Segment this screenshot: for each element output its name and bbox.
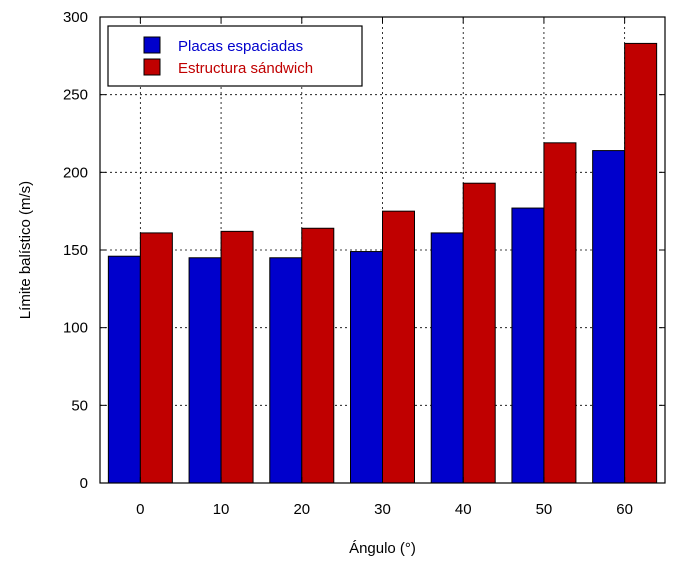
x-tick-label: 0 <box>136 501 144 518</box>
y-tick-label: 300 <box>63 9 88 26</box>
y-axis-title: Límite balístico (m/s) <box>17 181 34 319</box>
bar-sandwich <box>139 232 173 484</box>
bar-placas <box>592 150 626 484</box>
x-axis-title: Ángulo (°) <box>349 540 416 557</box>
y-tick-label: 50 <box>71 397 88 414</box>
bar-sandwich <box>301 227 335 484</box>
bar-sandwich <box>624 42 658 484</box>
x-tick-label: 30 <box>374 501 391 518</box>
legend: Placas espaciadas Estructura sándwich <box>107 25 363 87</box>
legend-box <box>107 25 363 87</box>
legend-swatch-sandwich <box>143 58 161 76</box>
bar-placas <box>188 257 222 484</box>
bar-placas <box>350 251 383 484</box>
legend-label-placas: Placas espaciadas <box>178 38 303 55</box>
y-tick-label: 150 <box>63 242 88 259</box>
bars-group <box>107 42 658 484</box>
bar-sandwich <box>220 230 254 484</box>
y-tick-label: 250 <box>63 87 88 104</box>
bar-placas <box>430 232 464 484</box>
x-tick-label: 40 <box>455 501 472 518</box>
bar-sandwich <box>543 142 577 484</box>
y-tick-label: 100 <box>63 320 88 337</box>
bar-placas <box>269 257 303 484</box>
bar-placas <box>107 255 141 484</box>
axis-ticks <box>100 16 665 484</box>
bar-sandwich <box>382 210 415 484</box>
y-tick-label: 200 <box>63 164 88 181</box>
x-tick-label: 60 <box>616 501 633 518</box>
x-tick-label: 50 <box>536 501 553 518</box>
x-tick-label: 10 <box>213 501 230 518</box>
bar-placas <box>511 207 545 484</box>
legend-swatch-placas <box>143 36 161 54</box>
x-tick-labels: 0 10 20 30 40 50 60 <box>136 501 633 518</box>
y-tick-labels: 0 50 100 150 200 250 300 <box>63 9 88 492</box>
x-tick-label: 20 <box>293 501 310 518</box>
y-tick-label: 0 <box>80 475 88 492</box>
bar-sandwich <box>462 182 496 484</box>
legend-label-sandwich: Estructura sándwich <box>178 60 313 77</box>
